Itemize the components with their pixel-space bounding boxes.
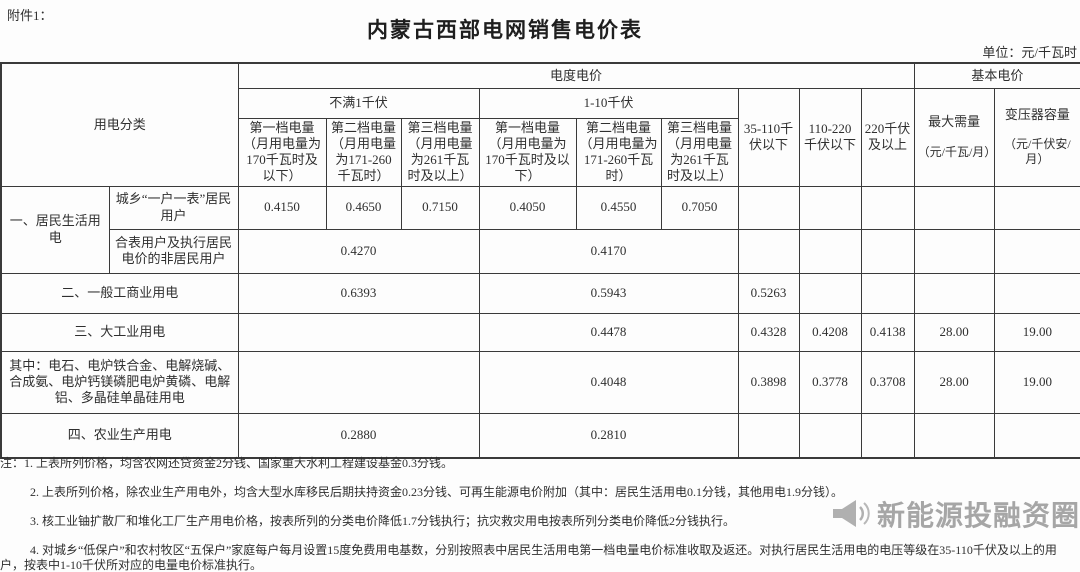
header-max-demand: 最大需量 （元/千瓦/月） [913, 87, 995, 187]
price-cell: 0.4478 [478, 312, 739, 352]
header-tier3-below1kv: 第三档电量（月用电量为261千瓦时及以上） [400, 117, 480, 187]
header-transformer-capacity: 变压器容量 （元/千伏安/月） [993, 87, 1080, 187]
empty-cell [913, 185, 995, 230]
header-110-220kv: 110-220千伏以下 [798, 87, 862, 187]
unit-label: 单位：元/千瓦时 [982, 45, 1077, 60]
header-35-110kv: 35-110千伏以下 [737, 87, 800, 187]
table-row-residential-one-meter: 一、居民生活用电 城乡“一户一表”居民用户 0.4150 0.4650 0.71… [0, 185, 1080, 274]
header-tier1-1-10kv: 第一档电量（月用电量为170千瓦时及以下） [478, 117, 577, 187]
price-cell: 0.4048 [478, 350, 739, 414]
empty-cell [993, 412, 1080, 459]
subcategory-one-meter: 城乡“一户一表”居民用户 [108, 185, 239, 230]
header-energy-price: 电度电价 [237, 62, 915, 89]
price-cell: 0.4328 [737, 312, 800, 352]
price-cell: 0.7150 [400, 185, 480, 230]
note-1: 注：1. 上表所列价格，均含农网还贷资金2分钱、国家重大水利工程建设基金0.3分… [0, 456, 454, 470]
watermark: 新能源投融资圈 [829, 494, 1080, 534]
empty-cell [913, 228, 995, 274]
category-commercial: 二、一般工商业用电 [0, 272, 239, 314]
note-2: 2. 上表所列价格，除农业生产用电外，均含大型水库移民后期扶持资金0.23分钱、… [30, 485, 844, 499]
category-agricultural: 四、农业生产用电 [0, 412, 239, 459]
price-cell: 0.3778 [798, 350, 862, 414]
empty-cell [913, 412, 995, 459]
price-cell: 0.2880 [237, 412, 480, 459]
table-row-large-industry: 三、大工业用电 0.4478 0.4328 0.4208 0.4138 28.0… [0, 312, 1080, 352]
empty-cell [860, 272, 915, 314]
empty-cell [798, 272, 862, 314]
header-1-10kv: 1-10千伏 [478, 87, 739, 119]
empty-cell [913, 272, 995, 314]
megaphone-icon [829, 497, 871, 531]
empty-cell [737, 228, 800, 274]
price-cell: 0.2810 [478, 412, 739, 459]
transformer-unit: （元/千伏安/月） [1004, 137, 1071, 167]
empty-cell [798, 185, 862, 230]
empty-cell [737, 185, 800, 230]
empty-cell [993, 185, 1080, 230]
category-large-industry: 三、大工业用电 [0, 312, 239, 352]
max-demand-label: 最大需量 [928, 114, 981, 130]
max-demand-unit: （元/千瓦/月） [917, 144, 995, 159]
note-3: 3. 核工业铀扩散厂和堆化工厂生产用电价格，按表所列的分类电价降低1.7分钱执行… [30, 514, 736, 528]
table-row-residential-combined-meter: 合表用户及执行居民电价的非居民用户 0.4270 0.4170 [1, 228, 1080, 274]
empty-cell [993, 228, 1080, 274]
price-cell: 0.4138 [860, 312, 915, 352]
watermark-text: 新能源投融资圈 [876, 494, 1080, 534]
footnotes: 注：1. 上表所列价格，均含农网还贷资金2分钱、国家重大水利工程建设基金0.3分… [0, 447, 1080, 572]
attachment-label: 附件1： [7, 8, 53, 23]
header-220kv-up: 220千伏及以上 [860, 87, 915, 187]
header-tier2-below1kv: 第二档电量（月用电量为171-260千瓦时） [325, 117, 402, 187]
empty-cell [237, 312, 480, 352]
sales-price-table: 用电分类 电度电价 基本电价 不满1千伏 1-10千伏 35-110千伏以下 1… [0, 62, 1080, 459]
price-cell: 19.00 [993, 350, 1080, 414]
price-cell: 0.4650 [325, 185, 402, 230]
transformer-label: 变压器容量 [1004, 106, 1070, 122]
price-cell: 0.4550 [575, 185, 662, 230]
note-4: 4. 对城乡“低保户”和农村牧区“五保户”家庭每户每月设置15度免费用电基数，分… [0, 543, 1057, 572]
empty-cell [860, 228, 915, 274]
price-cell: 28.00 [913, 312, 995, 352]
header-basic-price: 基本电价 [913, 62, 1080, 89]
price-cell: 0.4150 [237, 185, 327, 230]
empty-cell [993, 272, 1080, 314]
header-tier2-1-10kv: 第二档电量（月用电量为171-260千瓦时） [575, 117, 662, 187]
header-tier1-below1kv: 第一档电量（月用电量为170千瓦时及以下） [237, 117, 327, 187]
price-cell: 0.5943 [478, 272, 739, 314]
header-below-1kv: 不满1千伏 [237, 87, 480, 119]
price-cell: 0.7050 [660, 185, 739, 230]
subcategory-combined-meter: 合表用户及执行居民电价的非居民用户 [108, 228, 239, 274]
table-row-special-industry: 其中：电石、电炉铁合金、电解烧碱、合成氨、电炉钙镁磷肥电炉黄磷、电解铝、多晶硅单… [0, 350, 1080, 414]
price-cell: 0.5263 [737, 272, 800, 314]
category-residential: 一、居民生活用电 [0, 185, 110, 274]
table-row-agricultural: 四、农业生产用电 0.2880 0.2810 [0, 412, 1080, 459]
page-title: 内蒙古西部电网销售电价表 [367, 18, 643, 42]
price-cell: 28.00 [913, 350, 995, 414]
price-cell: 0.3898 [737, 350, 800, 414]
price-cell: 19.00 [993, 312, 1080, 352]
price-cell: 0.3708 [860, 350, 915, 414]
price-cell: 0.4270 [237, 228, 480, 274]
price-cell: 0.4050 [478, 185, 577, 230]
empty-cell [860, 412, 915, 459]
empty-cell [798, 228, 862, 274]
price-cell: 0.6393 [237, 272, 480, 314]
price-cell: 0.4170 [478, 228, 739, 274]
empty-cell [860, 185, 915, 230]
price-cell: 0.4208 [798, 312, 862, 352]
table-row-commercial: 二、一般工商业用电 0.6393 0.5943 0.5263 [0, 272, 1080, 314]
header-usage-category: 用电分类 [0, 62, 239, 187]
category-special-industry: 其中：电石、电炉铁合金、电解烧碱、合成氨、电炉钙镁磷肥电炉黄磷、电解铝、多晶硅单… [0, 350, 239, 414]
empty-cell [237, 350, 480, 414]
header-tier3-1-10kv: 第三档电量（月用电量为261千瓦时及以上） [660, 117, 739, 187]
